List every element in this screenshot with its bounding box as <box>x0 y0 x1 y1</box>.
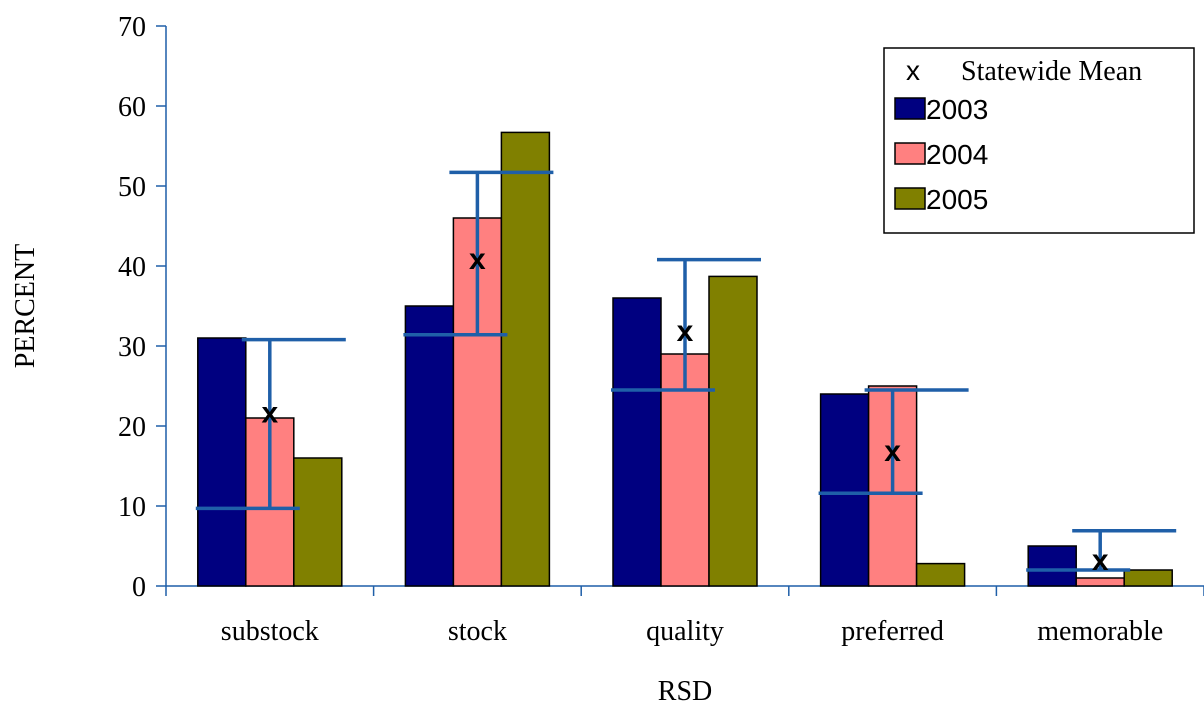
bar-2003-stock <box>404 305 455 587</box>
bar-2004-quality <box>660 353 710 587</box>
bar-2005-substock <box>293 457 343 587</box>
bar-2005-quality <box>708 275 758 587</box>
bars <box>197 131 1173 587</box>
bar-2005-memorable <box>1123 569 1173 587</box>
y-tick-label: 30 <box>118 332 146 363</box>
bar-2005-preferred <box>915 562 966 587</box>
legend-mean-label: Statewide Mean <box>961 56 1142 87</box>
legend-swatch-2004 <box>894 142 926 165</box>
y-tick-label: 50 <box>118 172 146 203</box>
bar-2003-substock <box>197 337 247 587</box>
legend-swatch-2005 <box>894 187 926 210</box>
legend-series: 2003 2004 2005 <box>894 94 988 215</box>
y-ticks: 0 10 20 30 40 50 60 70 <box>118 12 166 603</box>
legend-mean-marker: x <box>906 55 920 86</box>
y-axis-title: PERCENT <box>10 244 41 368</box>
y-tick-label: 40 <box>118 252 146 283</box>
statewide-means: x x x x x <box>195 170 1177 577</box>
y-tick-label: 10 <box>118 492 146 523</box>
bar-2005-stock <box>500 131 551 587</box>
legend-label-2003: 2003 <box>926 94 988 125</box>
y-tick-label: 70 <box>118 12 146 43</box>
mean-marker-substock: x <box>261 397 278 430</box>
x-tick-label: memorable <box>1037 616 1163 647</box>
bar-2003-quality <box>612 297 662 587</box>
legend-box <box>883 47 1195 234</box>
x-tick-label: substock <box>221 616 319 647</box>
legend-label-2005: 2005 <box>926 184 988 215</box>
y-tick-label: 20 <box>118 412 146 443</box>
x-tick-label: preferred <box>841 616 944 647</box>
x-tick-label: stock <box>448 616 507 647</box>
x-axis-title: RSD <box>658 676 712 704</box>
mean-marker-stock: x <box>469 243 486 276</box>
bar-2003-preferred <box>819 393 870 587</box>
legend-label-2004: 2004 <box>926 139 988 170</box>
legend: x Statewide Mean 2003 2004 2005 <box>883 47 1195 234</box>
legend-swatch-2003 <box>894 97 926 120</box>
mean-marker-preferred: x <box>884 435 901 468</box>
bar-2003-memorable <box>1027 545 1077 587</box>
bar-2004-memorable <box>1075 577 1125 587</box>
y-tick-label: 0 <box>132 572 146 603</box>
x-ticks: substock stock quality preferred memorable <box>165 586 1204 647</box>
mean-marker-memorable: x <box>1092 544 1109 577</box>
x-tick-label: quality <box>646 616 724 647</box>
mean-marker-quality: x <box>677 315 694 348</box>
y-tick-label: 60 <box>118 92 146 123</box>
